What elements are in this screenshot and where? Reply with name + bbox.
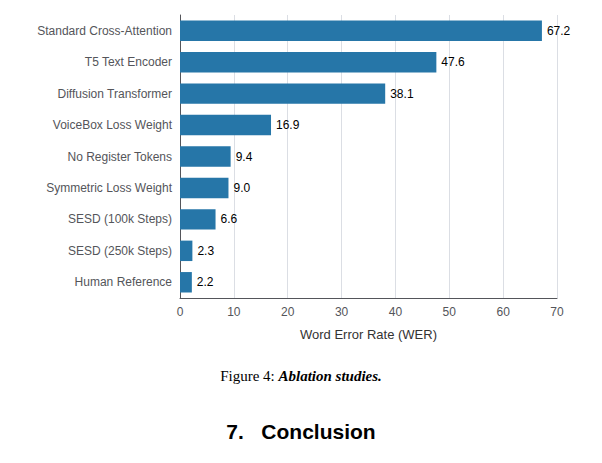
svg-text:47.6: 47.6 [441,55,465,69]
svg-text:50: 50 [443,305,457,319]
svg-text:0: 0 [177,305,184,319]
svg-text:T5 Text Encoder: T5 Text Encoder [85,55,172,69]
svg-text:9.0: 9.0 [233,181,250,195]
svg-text:VoiceBox Loss Weight: VoiceBox Loss Weight [53,118,173,132]
svg-text:2.3: 2.3 [197,244,214,258]
svg-text:Figure 4:: Figure 4: [220,368,278,384]
svg-text:30: 30 [335,305,349,319]
svg-text:2.2: 2.2 [197,275,214,289]
svg-text:Word Error Rate (WER): Word Error Rate (WER) [300,327,437,342]
svg-text:16.9: 16.9 [276,118,300,132]
svg-text:60: 60 [496,305,510,319]
svg-text:6.6: 6.6 [221,212,238,226]
svg-text:Diffusion Transformer: Diffusion Transformer [58,87,173,101]
svg-text:38.1: 38.1 [390,87,414,101]
svg-text:67.2: 67.2 [547,24,571,38]
svg-text:7. Conclusion: 7. Conclusion [226,420,375,443]
svg-text:Ablation studies.: Ablation studies. [277,368,381,384]
svg-text:Symmetric Loss Weight: Symmetric Loss Weight [46,181,172,195]
svg-text:SESD (100k Steps): SESD (100k Steps) [68,212,172,226]
svg-text:SESD (250k Steps): SESD (250k Steps) [68,244,172,258]
svg-text:9.4: 9.4 [236,150,253,164]
svg-text:40: 40 [389,305,403,319]
svg-text:70: 70 [550,305,564,319]
svg-text:Standard Cross-Attention: Standard Cross-Attention [37,24,172,38]
svg-text:20: 20 [281,305,295,319]
svg-text:No Register Tokens: No Register Tokens [68,150,173,164]
svg-text:10: 10 [227,305,241,319]
svg-text:Human Reference: Human Reference [75,275,173,289]
